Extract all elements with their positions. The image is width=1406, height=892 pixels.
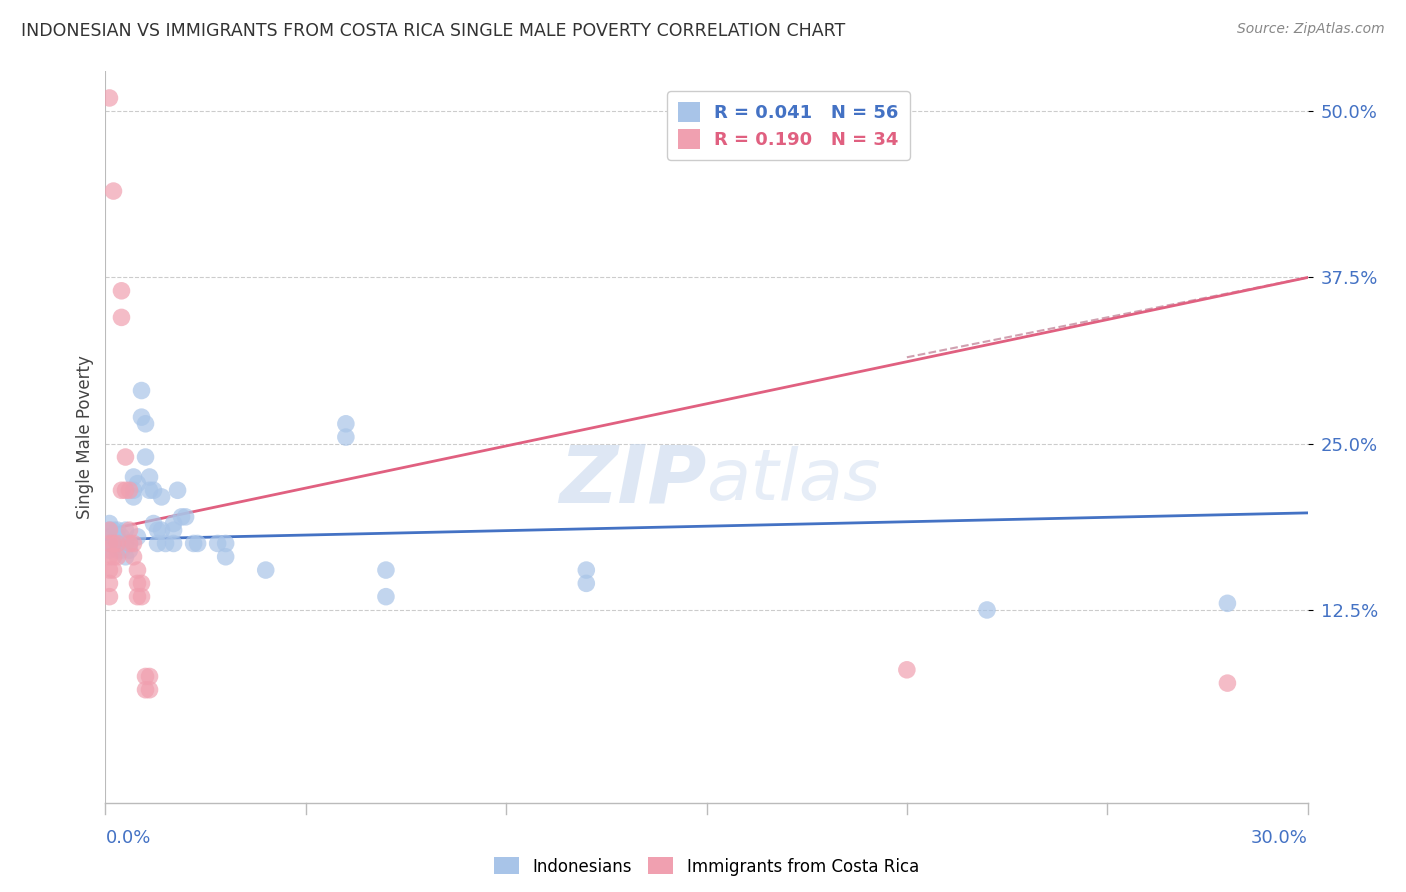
Point	[162, 523, 184, 537]
Point	[118, 483, 141, 498]
Point	[1216, 596, 1239, 610]
Point	[103, 184, 125, 198]
Point	[131, 384, 153, 398]
Point	[335, 417, 357, 431]
Point	[114, 536, 136, 550]
Point	[150, 490, 173, 504]
Point	[103, 549, 125, 564]
Point	[162, 536, 184, 550]
Point	[107, 530, 129, 544]
Point	[114, 483, 136, 498]
Point	[155, 536, 177, 550]
Point	[107, 543, 129, 558]
Point	[122, 470, 145, 484]
Point	[110, 530, 132, 544]
Point	[374, 563, 398, 577]
Text: Source: ZipAtlas.com: Source: ZipAtlas.com	[1237, 22, 1385, 37]
Point	[127, 563, 149, 577]
Point	[98, 516, 121, 531]
Point	[575, 576, 598, 591]
Point	[107, 549, 129, 564]
Point	[118, 536, 141, 550]
Point	[114, 450, 136, 464]
Text: 0.0%: 0.0%	[105, 829, 150, 847]
Point	[146, 536, 169, 550]
Point	[122, 483, 145, 498]
Point	[131, 410, 153, 425]
Point	[98, 563, 121, 577]
Point	[110, 284, 132, 298]
Point	[135, 417, 157, 431]
Text: ZIP: ZIP	[560, 442, 707, 520]
Point	[98, 543, 121, 558]
Point	[254, 563, 277, 577]
Point	[103, 563, 125, 577]
Point	[335, 430, 357, 444]
Point	[127, 476, 149, 491]
Point	[103, 536, 125, 550]
Point	[98, 523, 121, 537]
Point	[122, 536, 145, 550]
Point	[138, 669, 160, 683]
Text: 30.0%: 30.0%	[1251, 829, 1308, 847]
Point	[118, 523, 141, 537]
Point	[98, 590, 121, 604]
Point	[98, 91, 121, 105]
Point	[135, 450, 157, 464]
Point	[207, 536, 229, 550]
Point	[118, 543, 141, 558]
Point	[98, 536, 121, 550]
Point	[107, 536, 129, 550]
Point	[146, 523, 169, 537]
Point	[162, 516, 184, 531]
Point	[110, 536, 132, 550]
Point	[187, 536, 209, 550]
Point	[98, 549, 121, 564]
Legend: R = 0.041   N = 56, R = 0.190   N = 34: R = 0.041 N = 56, R = 0.190 N = 34	[668, 91, 910, 160]
Point	[110, 543, 132, 558]
Point	[127, 530, 149, 544]
Point	[122, 490, 145, 504]
Point	[150, 523, 173, 537]
Point	[896, 663, 918, 677]
Point	[138, 483, 160, 498]
Point	[103, 530, 125, 544]
Point	[174, 509, 197, 524]
Point	[114, 523, 136, 537]
Point	[107, 523, 129, 537]
Point	[127, 576, 149, 591]
Point	[114, 549, 136, 564]
Point	[135, 682, 157, 697]
Y-axis label: Single Male Poverty: Single Male Poverty	[76, 355, 94, 519]
Point	[110, 310, 132, 325]
Point	[98, 536, 121, 550]
Point	[127, 590, 149, 604]
Point	[374, 590, 398, 604]
Point	[170, 509, 193, 524]
Point	[166, 483, 188, 498]
Point	[142, 516, 165, 531]
Point	[142, 483, 165, 498]
Point	[131, 590, 153, 604]
Point	[98, 523, 121, 537]
Text: atlas: atlas	[707, 447, 882, 516]
Point	[122, 549, 145, 564]
Point	[1216, 676, 1239, 690]
Point	[976, 603, 998, 617]
Point	[131, 576, 153, 591]
Point	[103, 523, 125, 537]
Point	[98, 576, 121, 591]
Point	[107, 536, 129, 550]
Point	[118, 536, 141, 550]
Point	[575, 563, 598, 577]
Point	[135, 669, 157, 683]
Point	[138, 682, 160, 697]
Point	[110, 483, 132, 498]
Point	[214, 549, 236, 564]
Point	[138, 470, 160, 484]
Text: INDONESIAN VS IMMIGRANTS FROM COSTA RICA SINGLE MALE POVERTY CORRELATION CHART: INDONESIAN VS IMMIGRANTS FROM COSTA RICA…	[21, 22, 845, 40]
Point	[214, 536, 236, 550]
Point	[183, 536, 205, 550]
